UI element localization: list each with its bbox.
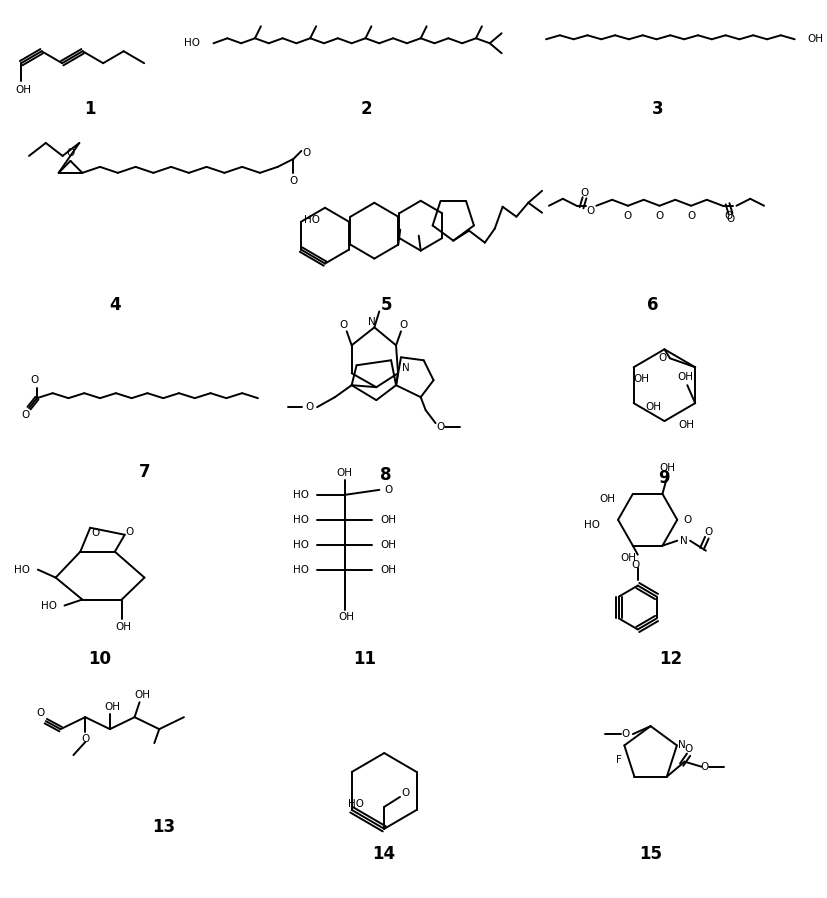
Text: O: O xyxy=(36,709,45,718)
Text: HO: HO xyxy=(304,215,320,224)
Text: O: O xyxy=(726,214,734,224)
Text: 6: 6 xyxy=(647,296,658,314)
Text: OH: OH xyxy=(807,34,824,44)
Text: 7: 7 xyxy=(139,463,151,481)
Text: 4: 4 xyxy=(109,296,121,314)
Text: 3: 3 xyxy=(652,100,663,118)
Text: O: O xyxy=(581,188,589,198)
Text: OH: OH xyxy=(659,463,676,473)
Text: O: O xyxy=(622,729,630,739)
Text: HO: HO xyxy=(294,565,309,575)
Text: O: O xyxy=(384,485,392,495)
Text: 8: 8 xyxy=(380,466,392,484)
Text: 2: 2 xyxy=(361,100,372,118)
Text: OH: OH xyxy=(380,515,396,524)
Text: O: O xyxy=(655,211,663,221)
Text: O: O xyxy=(126,527,134,537)
Text: OH: OH xyxy=(678,420,694,430)
Text: O: O xyxy=(687,211,696,221)
Text: N: N xyxy=(681,536,688,546)
Text: HO: HO xyxy=(294,489,309,500)
Text: HO: HO xyxy=(348,799,365,809)
Text: HO: HO xyxy=(14,565,30,575)
Text: O: O xyxy=(340,321,348,330)
Text: O: O xyxy=(632,559,640,569)
Text: 1: 1 xyxy=(84,100,96,118)
Text: 13: 13 xyxy=(153,818,176,836)
Text: OH: OH xyxy=(15,85,31,95)
Text: O: O xyxy=(31,375,39,385)
Text: HO: HO xyxy=(294,540,309,550)
Text: 14: 14 xyxy=(373,845,396,863)
Text: HO: HO xyxy=(41,601,56,611)
Text: 9: 9 xyxy=(658,469,670,487)
Text: OH: OH xyxy=(116,622,131,632)
Text: 10: 10 xyxy=(88,650,112,668)
Text: O: O xyxy=(81,734,89,744)
Text: O: O xyxy=(683,515,691,524)
Text: O: O xyxy=(302,148,310,158)
Text: OH: OH xyxy=(677,373,693,383)
Text: F: F xyxy=(616,755,623,765)
Text: O: O xyxy=(724,211,733,221)
Text: O: O xyxy=(685,744,693,753)
Text: OH: OH xyxy=(337,468,353,478)
Text: O: O xyxy=(91,528,99,538)
Text: O: O xyxy=(305,402,313,412)
Text: 11: 11 xyxy=(353,650,376,668)
Text: O: O xyxy=(700,762,709,771)
Text: OH: OH xyxy=(104,702,120,712)
Text: O: O xyxy=(658,353,667,364)
Text: N: N xyxy=(678,741,686,751)
Text: O: O xyxy=(289,176,298,186)
Text: 5: 5 xyxy=(380,296,392,314)
Text: OH: OH xyxy=(380,540,396,550)
Text: OH: OH xyxy=(620,552,636,563)
Text: 12: 12 xyxy=(659,650,682,668)
Text: 15: 15 xyxy=(639,845,662,863)
Text: O: O xyxy=(66,148,74,158)
Text: OH: OH xyxy=(599,494,615,504)
Text: O: O xyxy=(705,527,713,537)
Text: O: O xyxy=(586,206,595,216)
Text: HO: HO xyxy=(184,39,199,48)
Text: O: O xyxy=(402,788,410,798)
Text: OH: OH xyxy=(646,402,662,412)
Text: OH: OH xyxy=(339,612,355,622)
Text: HO: HO xyxy=(585,520,600,530)
Text: O: O xyxy=(437,422,445,432)
Text: HO: HO xyxy=(294,515,309,524)
Text: O: O xyxy=(21,410,29,420)
Text: O: O xyxy=(399,321,408,330)
Text: OH: OH xyxy=(380,565,396,575)
Text: OH: OH xyxy=(135,691,151,700)
Text: N: N xyxy=(367,317,375,328)
Text: O: O xyxy=(624,211,632,221)
Text: N: N xyxy=(402,364,410,374)
Text: OH: OH xyxy=(633,374,649,384)
